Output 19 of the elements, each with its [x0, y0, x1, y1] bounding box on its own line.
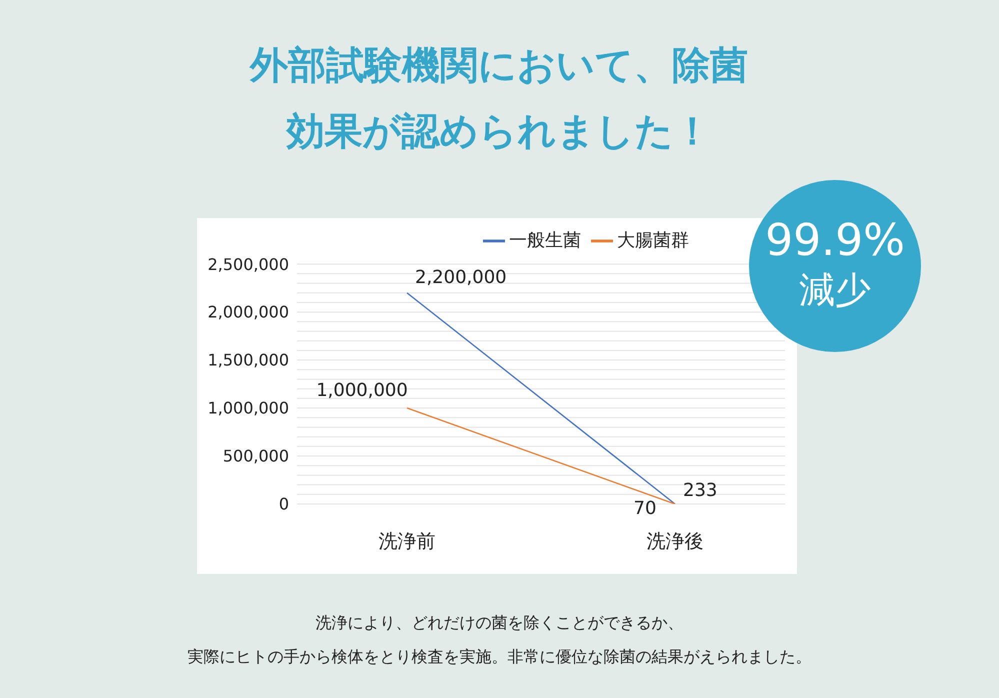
text: 減少 [799, 269, 871, 313]
y-tick-label: 1,500,000 [208, 350, 289, 370]
legend-label: 一般生菌 [509, 230, 581, 251]
x-tick-label: 洗浄前 [378, 530, 436, 552]
data-label: 1,000,000 [316, 380, 408, 402]
legend-label: 大腸菌群 [617, 230, 689, 251]
y-tick-label: 0 [278, 494, 289, 514]
text: 実際にヒトの手から検体をとり検査を実施。非常に優位な除菌の結果がえられました。 [186, 646, 812, 668]
data-label: 2,200,000 [415, 266, 507, 288]
y-tick-label: 1,000,000 [208, 398, 289, 418]
chart-title: 外部試験機関において、除菌効果が認められました！ [248, 42, 749, 155]
y-tick-label: 500,000 [222, 446, 289, 466]
x-tick-label: 洗浄後 [646, 530, 704, 552]
y-tick-label: 2,500,000 [208, 254, 289, 274]
text: 洗浄により、どれだけの菌を除くことができるか、 [314, 612, 684, 634]
data-label: 233 [683, 480, 718, 501]
y-tick-label: 2,000,000 [208, 302, 289, 322]
annotation: 99.9% [765, 215, 905, 266]
data-label: 70 [634, 498, 656, 519]
